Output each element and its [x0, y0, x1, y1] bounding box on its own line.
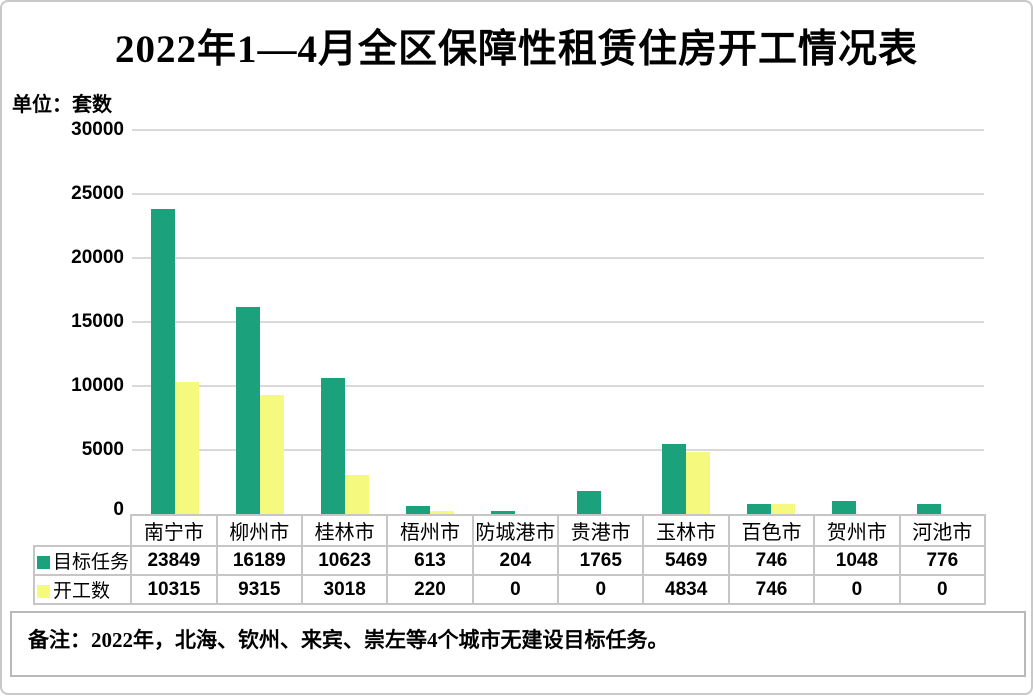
- legend-label: 目标任务: [53, 552, 130, 573]
- footnote-box: 备注：2022年，北海、钦州、来宾、崇左等4个城市无建设目标任务。: [10, 611, 1026, 677]
- bar-series2-cat7: [686, 452, 710, 514]
- table-header-cell: 梧州市: [386, 514, 474, 547]
- gridline: [132, 193, 984, 195]
- table-header-cell: 玉林市: [642, 514, 730, 547]
- table-value-cell: 5469: [642, 545, 730, 576]
- table-header-cell: 防城港市: [471, 514, 560, 547]
- bar-series1-cat5: [491, 511, 515, 514]
- table-value-cell: 220: [386, 574, 474, 605]
- table-value-cell: 776: [898, 545, 987, 576]
- axis-unit-label: 单位：套数: [12, 94, 112, 116]
- table-header-cell: 南宁市: [130, 514, 218, 547]
- table-value-cell: 0: [471, 574, 560, 605]
- table-value-cell: 0: [813, 574, 901, 605]
- table-header-cell: 百色市: [727, 514, 816, 547]
- bar-series1-cat2: [236, 307, 260, 514]
- table-value-cell: 613: [386, 545, 474, 576]
- bar-series2-cat1: [175, 382, 199, 514]
- table-value-cell: 746: [727, 545, 816, 576]
- table-value-cell: 746: [727, 574, 816, 605]
- y-axis-tick-label: 25000: [71, 183, 124, 204]
- y-axis-tick-label: 5000: [81, 439, 124, 460]
- table-value-cell: 10623: [300, 545, 389, 576]
- bar-series2-cat8: [771, 504, 795, 514]
- gridline: [132, 321, 984, 323]
- table-value-cell: 0: [557, 574, 645, 605]
- legend-cell-series2: 开工数: [32, 574, 133, 605]
- gridline: [132, 257, 984, 259]
- table-value-cell: 23849: [130, 545, 218, 576]
- table-value-cell: 0: [898, 574, 987, 605]
- gridline: [132, 449, 984, 451]
- bar-series1-cat6: [577, 491, 601, 514]
- y-axis-tick-label: 0: [113, 499, 124, 520]
- bar-series1-cat7: [662, 444, 686, 514]
- bar-series1-cat1: [151, 209, 175, 514]
- table-header-cell: 桂林市: [300, 514, 389, 547]
- bar-series2-cat2: [260, 395, 284, 514]
- table-value-cell: 9315: [215, 574, 303, 605]
- table-value-cell: 1048: [813, 545, 901, 576]
- y-axis-tick-label: 10000: [71, 375, 124, 396]
- table-value-cell: 3018: [300, 574, 389, 605]
- legend-chip-icon: [37, 556, 50, 569]
- data-table: 南宁市 柳州市 桂林市 梧州市 防城港市 贵港市 玉林市 百色市 贺州市 河池市目标任务 23849…: [32, 514, 987, 605]
- table-value-cell: 10315: [130, 574, 218, 605]
- table-value-cell: 204: [471, 545, 560, 576]
- bar-series2-cat3: [345, 475, 369, 514]
- gridline: [132, 385, 984, 387]
- bar-series1-cat8: [747, 504, 771, 514]
- bar-series1-cat9: [832, 501, 856, 514]
- table-header-cell: 贺州市: [813, 514, 901, 547]
- table-value-cell: 16189: [215, 545, 303, 576]
- chart-title: 2022年1—4月全区保障性租赁住房开工情况表: [114, 28, 918, 71]
- bar-series1-cat3: [321, 378, 345, 514]
- y-axis-tick-label: 15000: [71, 311, 124, 332]
- legend-label: 开工数: [53, 581, 111, 602]
- table-corner-spacer: [34, 515, 131, 546]
- y-axis-tick-label: 30000: [71, 119, 124, 140]
- bar-series1-cat4: [406, 506, 430, 514]
- footnote-text: 备注：2022年，北海、钦州、来宾、崇左等4个城市无建设目标任务。: [28, 628, 669, 652]
- bar-series2-cat4: [430, 511, 454, 514]
- table-header-cell: 贵港市: [557, 514, 645, 547]
- legend-cell-series1: 目标任务: [32, 545, 133, 576]
- table-value-cell: 1765: [557, 545, 645, 576]
- gridline: [132, 129, 984, 131]
- table-value-cell: 4834: [642, 574, 730, 605]
- bar-series1-cat10: [917, 504, 941, 514]
- y-axis-tick-label: 20000: [71, 247, 124, 268]
- legend-chip-icon: [37, 585, 50, 598]
- table-header-cell: 河池市: [898, 514, 987, 547]
- table-header-cell: 柳州市: [215, 514, 303, 547]
